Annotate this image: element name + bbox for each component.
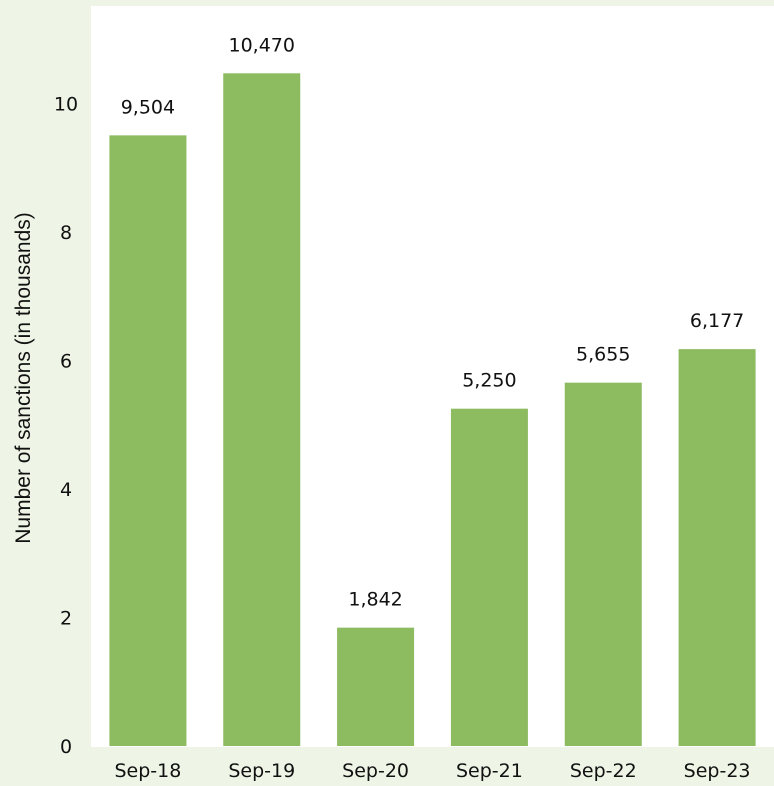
data-labels-group: 9,504 10,470 1,842 5,250 5,655 6,177 bbox=[121, 34, 745, 610]
bar bbox=[109, 135, 187, 747]
bars-group bbox=[109, 73, 756, 747]
bar-value-label: 10,470 bbox=[229, 34, 295, 56]
bar-value-label: 6,177 bbox=[690, 310, 744, 332]
y-tick-label: 0 bbox=[60, 736, 72, 758]
bar bbox=[337, 627, 415, 746]
y-tick-label: 4 bbox=[60, 479, 72, 501]
x-axis-ticks: Sep-18 Sep-19 Sep-20 Sep-21 Sep-22 Sep-23 bbox=[114, 760, 750, 782]
y-tick-label: 6 bbox=[60, 351, 72, 373]
x-tick-label: Sep-20 bbox=[342, 760, 409, 782]
x-tick-label: Sep-22 bbox=[570, 760, 637, 782]
bar-value-label: 5,250 bbox=[462, 370, 516, 392]
x-tick-label: Sep-23 bbox=[684, 760, 751, 782]
y-axis-ticks: 0 2 4 6 8 10 bbox=[54, 94, 78, 759]
bar-value-label: 5,655 bbox=[576, 344, 630, 366]
bar-value-label: 9,504 bbox=[121, 96, 175, 118]
bar bbox=[223, 73, 301, 747]
bar bbox=[564, 382, 642, 746]
x-tick-label: Sep-19 bbox=[228, 760, 295, 782]
y-tick-label: 8 bbox=[60, 222, 72, 244]
bar-value-label: 1,842 bbox=[348, 589, 402, 611]
y-tick-label: 10 bbox=[54, 94, 78, 116]
y-tick-label: 2 bbox=[60, 608, 72, 630]
x-tick-label: Sep-21 bbox=[456, 760, 523, 782]
plot-area bbox=[91, 6, 774, 747]
x-tick-label: Sep-18 bbox=[114, 760, 181, 782]
bar bbox=[678, 349, 756, 746]
y-axis-title: Number of sanctions (in thousands) bbox=[12, 212, 35, 544]
bar bbox=[450, 408, 528, 746]
